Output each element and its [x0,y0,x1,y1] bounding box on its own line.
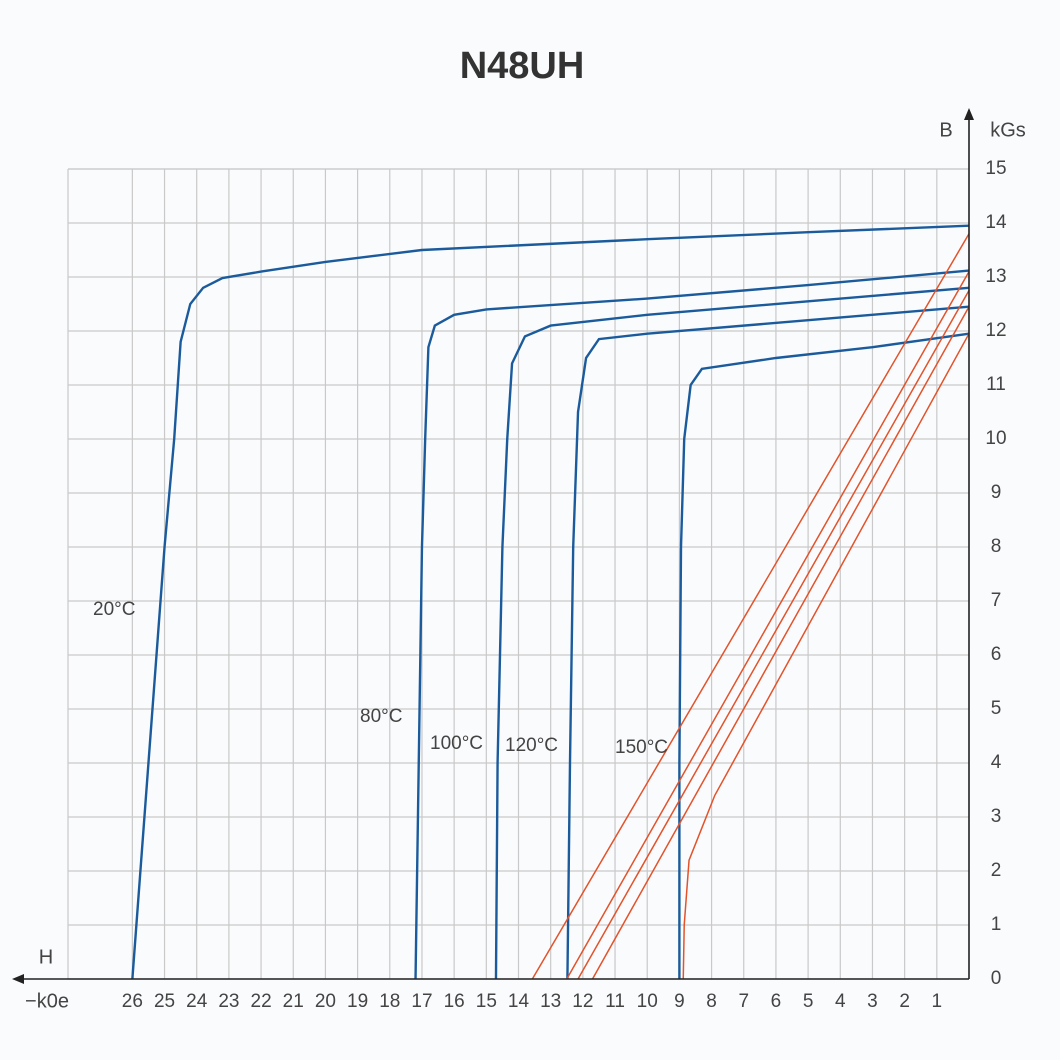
curve-label: 100°C [430,733,483,754]
x-axis-arrow [12,974,24,984]
x-tick-label: 12 [572,991,593,1012]
curve [682,333,970,980]
y-tick-label: 8 [991,536,1002,557]
curve [577,290,970,980]
y-tick-label: 11 [986,374,1006,395]
curve [678,332,970,979]
y-tick-label: 9 [991,482,1002,503]
x-tick-label: 3 [867,991,878,1012]
y-tick-label: 0 [991,968,1002,989]
x-tick-label: 4 [835,991,846,1012]
x-tick-label: 17 [411,991,432,1012]
grid [67,168,969,980]
curve-label: 150°C [615,737,668,758]
y-tick-label: 15 [985,158,1006,179]
x-tick-label: 7 [738,991,749,1012]
curve [566,271,970,980]
y-tick-label: 10 [985,428,1006,449]
x-tick-label: 15 [476,991,497,1012]
curve-label: 120°C [505,735,558,756]
x-tick-label: 8 [706,991,717,1012]
x-tick-label: 19 [347,991,368,1012]
y-tick-label: 7 [991,590,1002,611]
curve [566,305,970,980]
y-tick-label: 3 [991,806,1002,827]
x-tick-label: 21 [283,991,304,1012]
y-tick-label: 14 [985,212,1007,233]
y-tick-label: 13 [985,266,1006,287]
y-tick-label: 4 [991,752,1002,773]
x-tick-label: 25 [154,991,175,1012]
x-tick-label: 22 [251,991,272,1012]
curve [531,233,970,980]
y-tick-label: 12 [985,320,1006,341]
curve [414,269,970,980]
y-tick-label: 1 [991,914,1002,935]
x-tick-label: 14 [508,991,530,1012]
curve [131,224,970,980]
y-tick-label: 5 [991,698,1002,719]
y-tick-label: 2 [991,860,1002,881]
curve [494,286,970,980]
y-axis-label: B [939,119,952,141]
y-tick-label: 6 [991,644,1002,665]
x-tick-label: 26 [122,991,143,1012]
x-tick-label: 10 [637,991,658,1012]
x-axis-label: H [39,946,53,968]
chart-title: N48UH [460,45,585,87]
x-tick-label: 11 [605,991,625,1012]
curve-label: 80°C [360,706,402,727]
x-tick-label: 9 [674,991,685,1012]
x-tick-label: 5 [803,991,814,1012]
x-tick-label: 16 [444,991,465,1012]
x-axis-unit: −k0e [25,990,69,1012]
y-axis-unit: kGs [990,119,1026,141]
curve [591,306,970,980]
x-tick-label: 13 [540,991,561,1012]
x-tick-label: 2 [899,991,910,1012]
x-tick-label: 23 [218,991,239,1012]
x-tick-label: 18 [379,991,400,1012]
plot [131,224,970,980]
x-tick-label: 6 [771,991,782,1012]
y-axis-arrow [964,108,974,120]
x-tick-label: 1 [932,991,943,1012]
x-tick-label: 24 [186,991,208,1012]
x-tick-label: 20 [315,991,336,1012]
curve-label: 20°C [93,599,135,620]
